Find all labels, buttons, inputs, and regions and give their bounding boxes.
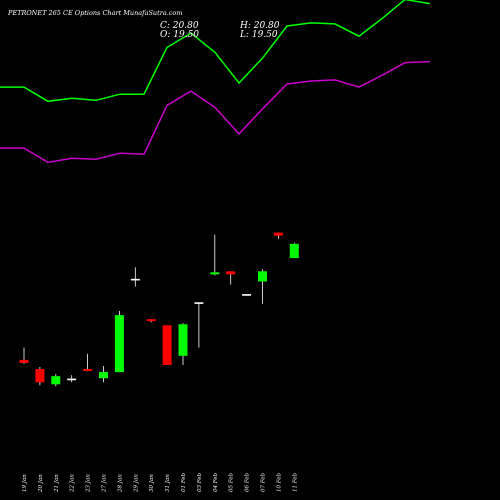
candle-body bbox=[289, 243, 299, 259]
x-tick-label: 10 Feb bbox=[276, 472, 282, 492]
chart-title: PETRONET 265 CE Options Chart MunafaSutr… bbox=[8, 9, 183, 17]
x-axis-labels: 19 Jan 20 Jan 21 Jan 22 Jan 23 Jan 27 Jan 28 J… bbox=[22, 472, 298, 493]
x-tick-label: 07 Feb bbox=[261, 472, 267, 492]
x-tick-label: 01 Feb bbox=[181, 472, 187, 492]
candle bbox=[242, 294, 252, 296]
candle bbox=[130, 267, 140, 287]
x-tick-label: 04 Feb bbox=[213, 472, 219, 492]
candle bbox=[178, 323, 188, 365]
candle-body bbox=[130, 278, 140, 281]
candle-body bbox=[83, 369, 93, 372]
candle-body bbox=[19, 359, 29, 363]
low-readout: L: 19.50 bbox=[240, 30, 278, 40]
candle-body bbox=[194, 302, 204, 304]
candle bbox=[146, 319, 156, 323]
candle bbox=[226, 271, 236, 285]
band-lines bbox=[0, 0, 431, 164]
candle bbox=[51, 374, 61, 387]
candle bbox=[194, 302, 204, 348]
candle bbox=[289, 242, 299, 259]
open-readout: O: 19.50 bbox=[160, 30, 200, 40]
x-tick-label: 31 Jan bbox=[165, 474, 171, 492]
candles bbox=[19, 232, 299, 387]
x-tick-label: 30 Jan bbox=[149, 474, 155, 492]
candle bbox=[99, 365, 108, 383]
x-tick-label: 21 Jan bbox=[54, 474, 60, 493]
candle-body bbox=[51, 376, 61, 385]
x-tick-label: 28 Jan bbox=[117, 474, 123, 493]
candle bbox=[258, 269, 267, 304]
x-tick-label: 05 Feb bbox=[229, 472, 235, 492]
candle bbox=[273, 232, 283, 239]
candle-body bbox=[146, 319, 156, 322]
candle bbox=[67, 375, 77, 383]
candle-body bbox=[210, 272, 220, 275]
x-tick-label: 03 Feb bbox=[197, 472, 203, 492]
candle-body bbox=[99, 372, 108, 379]
x-tick-label: 22 Jan bbox=[70, 474, 76, 493]
candle-body bbox=[226, 271, 236, 275]
candle bbox=[210, 234, 220, 276]
x-tick-label: 23 Jan bbox=[86, 474, 92, 493]
candle-body bbox=[114, 315, 124, 373]
band-line-1 bbox=[0, 0, 431, 103]
candle-body bbox=[258, 271, 267, 282]
x-tick-label: 11 Feb bbox=[292, 472, 298, 492]
x-tick-label: 27 Jan bbox=[102, 474, 108, 493]
high-readout: H: 20.80 bbox=[240, 21, 280, 31]
candle-body bbox=[178, 324, 188, 356]
x-tick-label: 19 Jan bbox=[22, 474, 28, 492]
close-readout: C: 20.80 bbox=[160, 21, 199, 31]
candle bbox=[162, 325, 172, 365]
x-tick-label: 20 Jan bbox=[38, 474, 44, 493]
candle-body bbox=[67, 378, 77, 381]
candle bbox=[19, 347, 29, 364]
candle bbox=[114, 311, 124, 373]
candle-body bbox=[35, 369, 45, 383]
candle-body bbox=[162, 325, 172, 365]
candle-body bbox=[242, 294, 252, 296]
candle-body bbox=[273, 232, 283, 236]
candle bbox=[35, 367, 45, 386]
x-tick-label: 06 Feb bbox=[245, 472, 251, 492]
band-line-2 bbox=[0, 60, 431, 164]
x-tick-label: 29 Jan bbox=[133, 474, 139, 493]
candle bbox=[83, 353, 93, 372]
